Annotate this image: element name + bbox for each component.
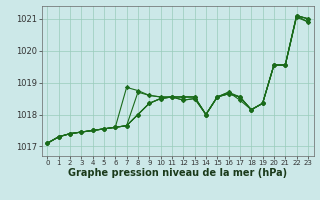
X-axis label: Graphe pression niveau de la mer (hPa): Graphe pression niveau de la mer (hPa) (68, 168, 287, 178)
